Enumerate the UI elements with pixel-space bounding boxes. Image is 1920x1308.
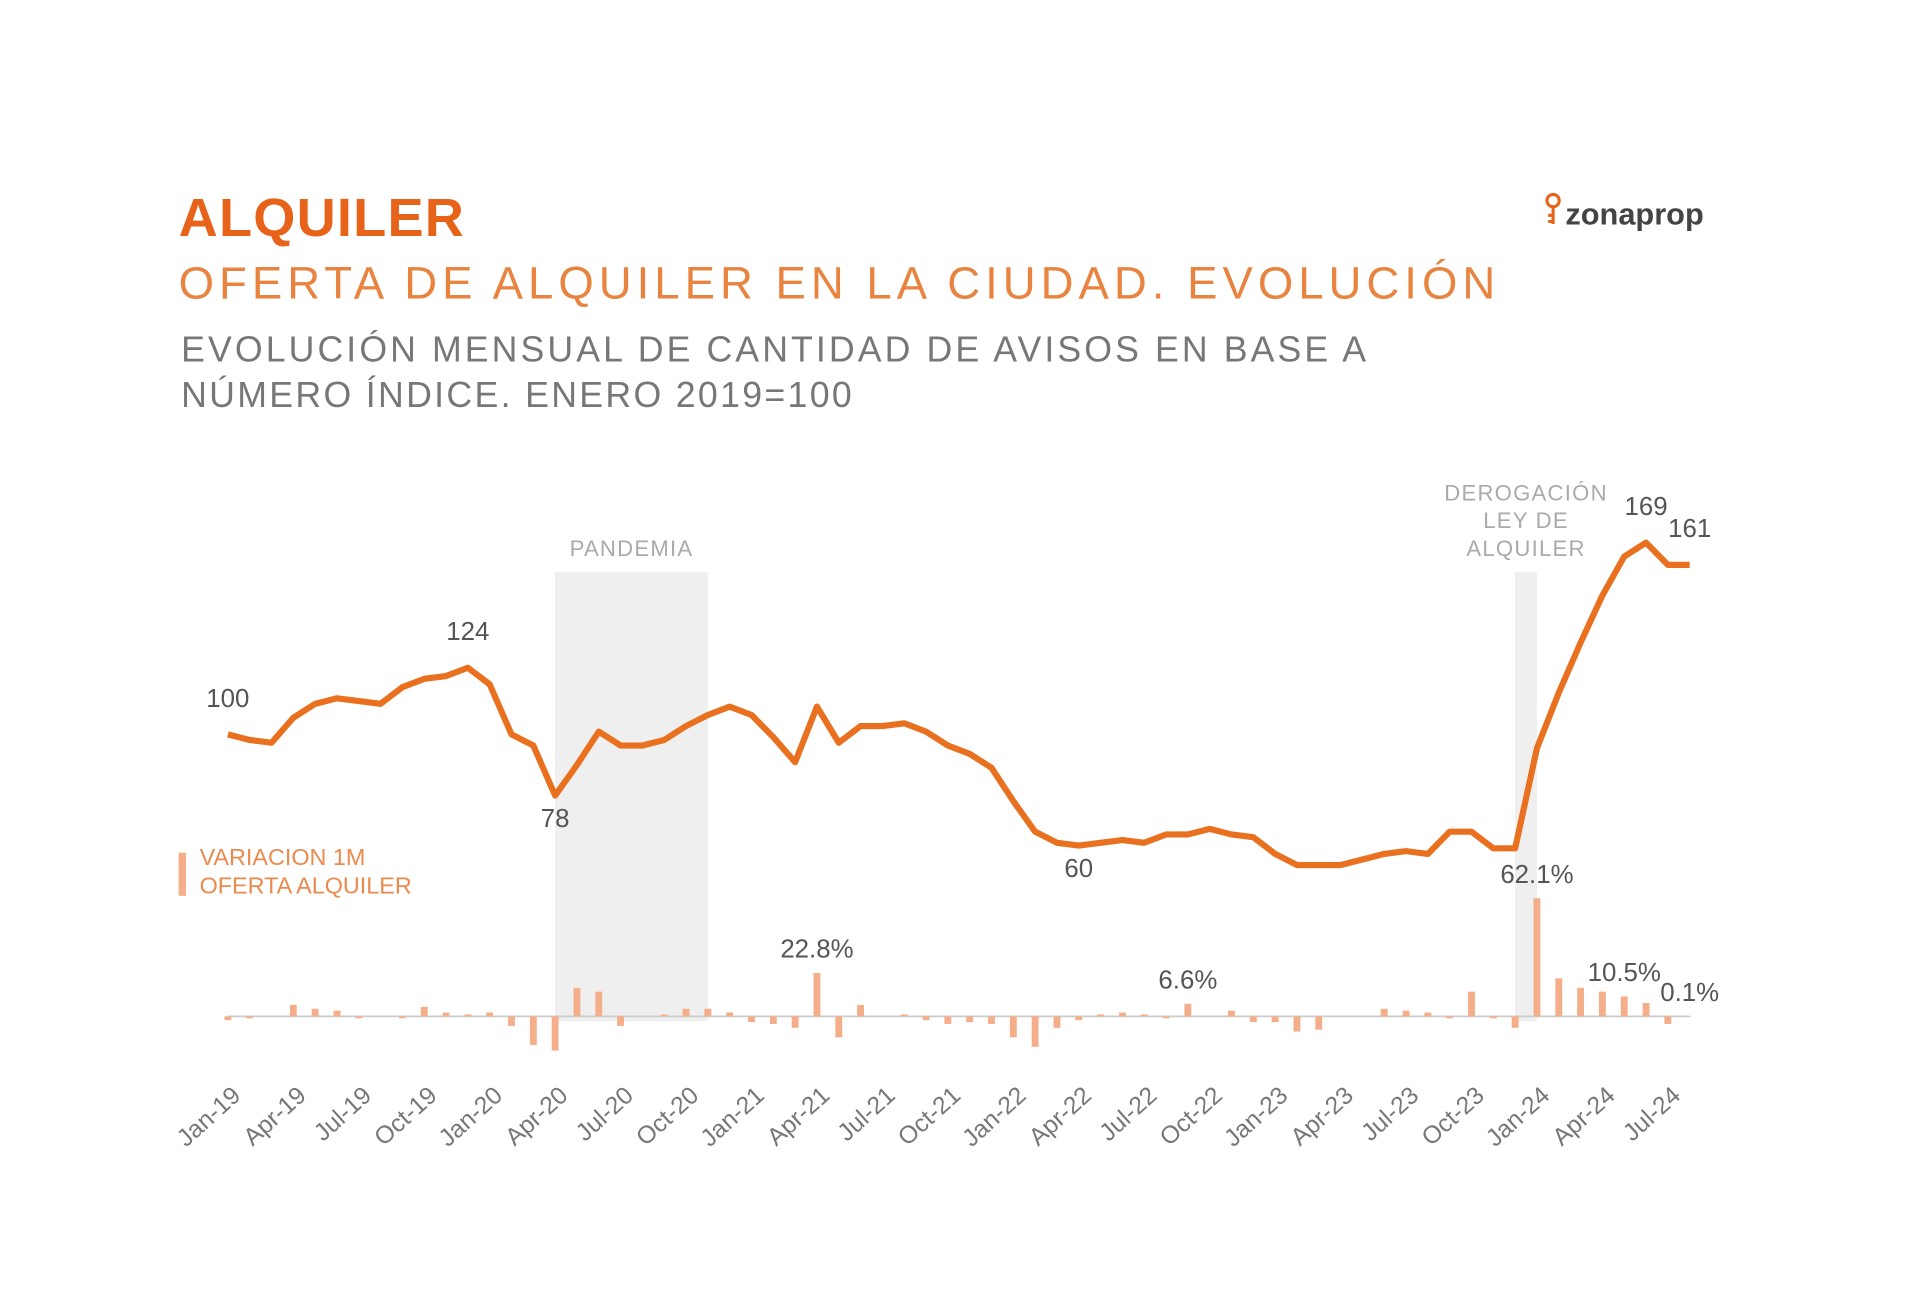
bar — [1293, 1016, 1301, 1032]
bar — [1620, 996, 1628, 1017]
bar — [1271, 1016, 1279, 1023]
bar — [1511, 1016, 1519, 1028]
bar — [813, 973, 821, 1017]
bar — [573, 987, 581, 1017]
bar — [224, 1016, 232, 1021]
bar — [1468, 991, 1475, 1017]
bar — [1402, 1010, 1410, 1017]
bar — [944, 1016, 952, 1024]
bar — [289, 1004, 297, 1017]
description-line: NÚMERO ÍNDICE. ENERO 2019=100 — [181, 375, 852, 415]
bar — [464, 1014, 472, 1017]
bar-label: 62.1% — [1500, 861, 1573, 889]
bar-label: 6.6% — [1158, 967, 1217, 995]
legend-label: VARIACION 1M OFERTA ALQUILER — [199, 845, 412, 900]
bar — [1533, 898, 1541, 1017]
chart-title: ALQUILER — [179, 188, 465, 248]
bar — [1577, 987, 1585, 1017]
bar — [420, 1006, 428, 1017]
bar — [835, 1016, 843, 1038]
bar — [1140, 1014, 1148, 1017]
bar — [988, 1016, 995, 1024]
bar — [355, 1016, 363, 1019]
bar — [1642, 1003, 1650, 1017]
point-label: 161 — [1668, 515, 1711, 543]
bar — [1097, 1014, 1105, 1017]
bar — [791, 1016, 799, 1028]
bar — [1184, 1003, 1192, 1017]
bar — [1009, 1016, 1017, 1038]
bar — [1031, 1016, 1039, 1047]
bar — [486, 1012, 494, 1017]
shaded-region — [555, 572, 708, 1022]
bar — [1053, 1016, 1061, 1028]
point-label: 78 — [541, 805, 570, 833]
bar — [1228, 1010, 1235, 1017]
bar — [1075, 1016, 1083, 1021]
point-label: 124 — [446, 618, 489, 646]
point-label: 60 — [1064, 855, 1093, 883]
bar — [442, 1012, 450, 1017]
bar — [595, 991, 603, 1017]
bar — [1249, 1016, 1257, 1023]
bar — [1118, 1012, 1126, 1017]
bar — [748, 1016, 755, 1023]
bar — [704, 1008, 712, 1017]
bar — [1315, 1016, 1323, 1030]
bar — [682, 1008, 690, 1017]
bar — [726, 1012, 734, 1017]
bar — [1380, 1008, 1388, 1017]
bar — [1489, 1016, 1497, 1019]
logo-icon — [1548, 206, 1555, 224]
region-label: DEROGACIÓN — [1444, 480, 1608, 505]
bar — [333, 1010, 341, 1017]
bar — [1664, 1016, 1672, 1024]
bar — [1598, 991, 1606, 1017]
bar — [900, 1014, 908, 1017]
region-label: LEY DE — [1483, 508, 1569, 533]
legend-swatch — [178, 852, 187, 896]
brand-logo: zonaprop — [1545, 192, 1704, 232]
bar — [857, 1004, 865, 1017]
region-label: ALQUILER — [1466, 536, 1585, 561]
bar — [1424, 1012, 1432, 1017]
bar — [246, 1016, 254, 1019]
point-label: 169 — [1624, 493, 1667, 521]
description-line: EVOLUCIÓN MENSUAL DE CANTIDAD DE AVISOS … — [181, 329, 1366, 369]
bar — [660, 1014, 668, 1017]
bar — [769, 1016, 777, 1024]
bar-label: 22.8% — [780, 936, 853, 964]
bar — [529, 1016, 537, 1045]
bar — [508, 1016, 515, 1026]
bar — [1555, 978, 1563, 1017]
bar — [922, 1016, 930, 1021]
bar — [1162, 1016, 1170, 1019]
bar-label: 0.1% — [1660, 979, 1719, 1007]
bar — [617, 1016, 625, 1026]
legend: VARIACION 1M OFERTA ALQUILER — [199, 845, 412, 900]
bar-label: 10.5% — [1588, 959, 1661, 987]
line — [227, 539, 1690, 869]
brand-name: zonaprop — [1565, 197, 1703, 232]
bar — [966, 1016, 974, 1023]
bar — [551, 1016, 559, 1051]
chart-subtitle: OFERTA DE ALQUILER EN LA CIUDAD. EVOLUCI… — [179, 258, 1496, 309]
region-label: PANDEMIA — [570, 536, 694, 561]
bar — [398, 1016, 406, 1019]
point-label: 100 — [206, 685, 249, 713]
bar — [1446, 1016, 1454, 1019]
bar — [311, 1008, 319, 1017]
